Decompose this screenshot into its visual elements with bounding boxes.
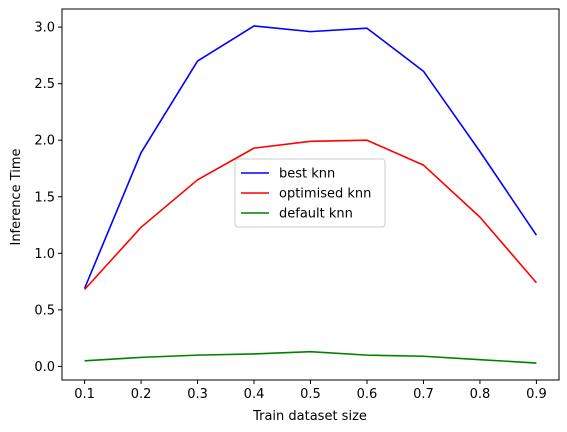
legend-entry: default knn bbox=[279, 207, 353, 222]
y-tick-label: 2.0 bbox=[34, 134, 55, 149]
y-tick-label: 1.5 bbox=[34, 190, 55, 205]
y-tick-label: 2.5 bbox=[34, 77, 55, 92]
y-axis-label: Inference Time bbox=[9, 148, 24, 245]
x-tick-label: 0.1 bbox=[74, 387, 95, 402]
x-tick-label: 0.9 bbox=[526, 387, 547, 402]
series-line-best-knn bbox=[83, 25, 538, 289]
y-tick-label: 1.0 bbox=[34, 247, 55, 262]
x-tick-label: 0.4 bbox=[244, 387, 265, 402]
x-tick-label: 0.3 bbox=[187, 387, 208, 402]
x-tick-label: 0.5 bbox=[300, 387, 321, 402]
x-tick-label: 0.7 bbox=[413, 387, 434, 402]
x-axis: 0.1 0.2 0.3 0.4 0.5 0.6 0.7 0.8 0.9 bbox=[74, 380, 547, 402]
y-axis: 0.0 0.5 1.0 1.5 2.0 2.5 3.0 bbox=[34, 21, 62, 375]
x-tick-label: 0.6 bbox=[357, 387, 378, 402]
legend: best knn optimised knn default knn bbox=[234, 158, 386, 228]
x-tick-label: 0.2 bbox=[131, 387, 152, 402]
x-tick-label: 0.8 bbox=[470, 387, 491, 402]
series-line-default-knn bbox=[84, 350, 537, 364]
legend-entry: optimised knn bbox=[279, 187, 371, 202]
series-layer bbox=[83, 25, 538, 364]
y-tick-label: 0.5 bbox=[34, 303, 55, 318]
x-axis-label: Train dataset size bbox=[252, 409, 367, 424]
legend-box bbox=[234, 158, 386, 228]
legend-entry: best knn bbox=[279, 167, 335, 182]
y-tick-label: 3.0 bbox=[34, 21, 55, 36]
y-tick-label: 0.0 bbox=[34, 360, 55, 375]
series-line-optimised-knn bbox=[83, 139, 538, 291]
